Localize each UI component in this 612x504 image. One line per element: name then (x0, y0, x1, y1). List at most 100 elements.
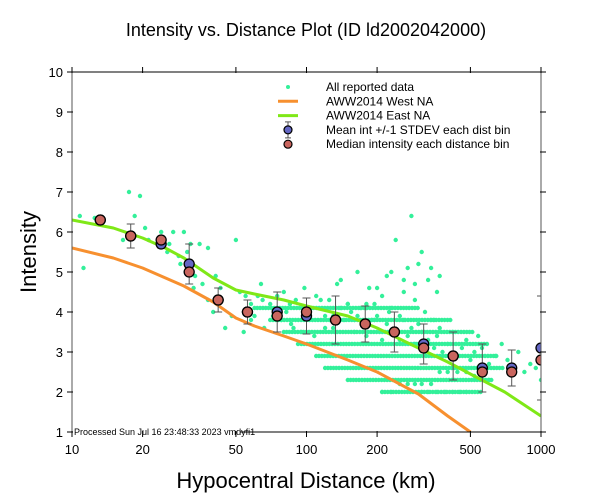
median-marker (418, 342, 430, 354)
data-point (258, 281, 264, 287)
y-tick-label: 9 (56, 105, 63, 120)
data-point (401, 289, 406, 295)
data-point (416, 261, 421, 267)
x-tick-label: 10 (65, 442, 79, 457)
axes: 1 2 3 4 5 6 7 8 9 10 10 20 50 100 200 500 1000 (49, 65, 556, 457)
data-point (223, 325, 228, 331)
data-point (367, 285, 372, 291)
data-point (345, 301, 350, 307)
legend-dot-icon (286, 85, 290, 89)
data-point (252, 313, 257, 319)
data-point (205, 245, 211, 251)
data-point (538, 377, 541, 383)
data-point (318, 297, 323, 303)
data-point (288, 321, 294, 327)
data-point (364, 301, 369, 307)
data-point (178, 261, 183, 267)
data-point (445, 369, 450, 375)
data-point (331, 325, 336, 331)
data-point (522, 369, 527, 375)
median-marker (125, 230, 137, 242)
median-marker (183, 266, 195, 278)
data-point (334, 281, 340, 287)
mean-marker (535, 342, 541, 354)
median-marker (388, 326, 401, 338)
data-point (379, 293, 385, 299)
data-point (412, 281, 418, 287)
data-point (312, 333, 317, 339)
x-tick-label: 50 (229, 442, 243, 457)
median-marker (359, 318, 371, 330)
data-point (393, 237, 398, 243)
data-point (384, 273, 389, 279)
data-point (327, 297, 332, 303)
data-point (486, 361, 492, 367)
data-point (159, 229, 164, 235)
legend-label: Median intensity each distance bin (326, 137, 509, 151)
data-point (434, 333, 440, 339)
data-point (142, 225, 148, 231)
data-point (476, 333, 481, 339)
data-point (468, 357, 473, 363)
processed-footnote: Processed Sun Jul 16 23:48:33 2023 vmdyf… (74, 427, 255, 437)
data-point (440, 349, 445, 355)
data-point (384, 321, 389, 327)
y-tick-label: 2 (56, 385, 63, 400)
data-point (185, 249, 190, 255)
data-point (200, 281, 205, 287)
data-point (415, 305, 420, 311)
y-tick-label: 1 (56, 425, 63, 440)
median-marker (447, 350, 459, 362)
data-point (405, 265, 410, 271)
data-point (260, 297, 265, 303)
data-point (448, 317, 453, 323)
data-point (338, 277, 343, 283)
data-point (405, 333, 410, 339)
data-point (248, 301, 254, 307)
data-point (412, 381, 418, 387)
x-tick-label: 200 (366, 442, 388, 457)
y-tick-label: 7 (56, 185, 63, 200)
median-marker (506, 366, 518, 378)
median-marker (241, 306, 254, 318)
data-point (489, 377, 494, 383)
data-point (431, 345, 437, 351)
y-axis-label: Intensity (16, 211, 41, 293)
y-tick-label: 3 (56, 345, 63, 360)
data-point (505, 357, 510, 363)
data-point (322, 313, 328, 319)
y-tick-label: 4 (56, 305, 63, 320)
data-point (268, 301, 273, 307)
x-axis-label: Hypocentral Distance (km) (176, 468, 435, 493)
data-point (499, 341, 504, 347)
y-tick-label: 8 (56, 145, 63, 160)
data-point (386, 309, 392, 315)
data-point (472, 349, 477, 355)
data-point (389, 269, 394, 275)
data-point (494, 353, 499, 359)
data-point (322, 325, 328, 331)
data-point (409, 325, 414, 331)
data-point (293, 297, 298, 303)
data-point (374, 313, 380, 319)
data-point (241, 329, 246, 335)
data-point (374, 285, 380, 291)
data-point (434, 289, 440, 295)
data-point (81, 265, 86, 271)
data-point (419, 249, 424, 255)
data-point (500, 365, 505, 371)
data-point (77, 213, 83, 219)
data-point (281, 289, 286, 295)
data-point (211, 309, 216, 315)
median-marker (476, 366, 488, 378)
data-point (126, 189, 132, 195)
data-point (355, 313, 360, 319)
legend-marker-icon (283, 125, 293, 135)
data-point (181, 229, 187, 235)
median-marker (271, 310, 283, 322)
data-point (428, 265, 434, 271)
median-marker (212, 294, 224, 306)
data-point (302, 285, 307, 291)
